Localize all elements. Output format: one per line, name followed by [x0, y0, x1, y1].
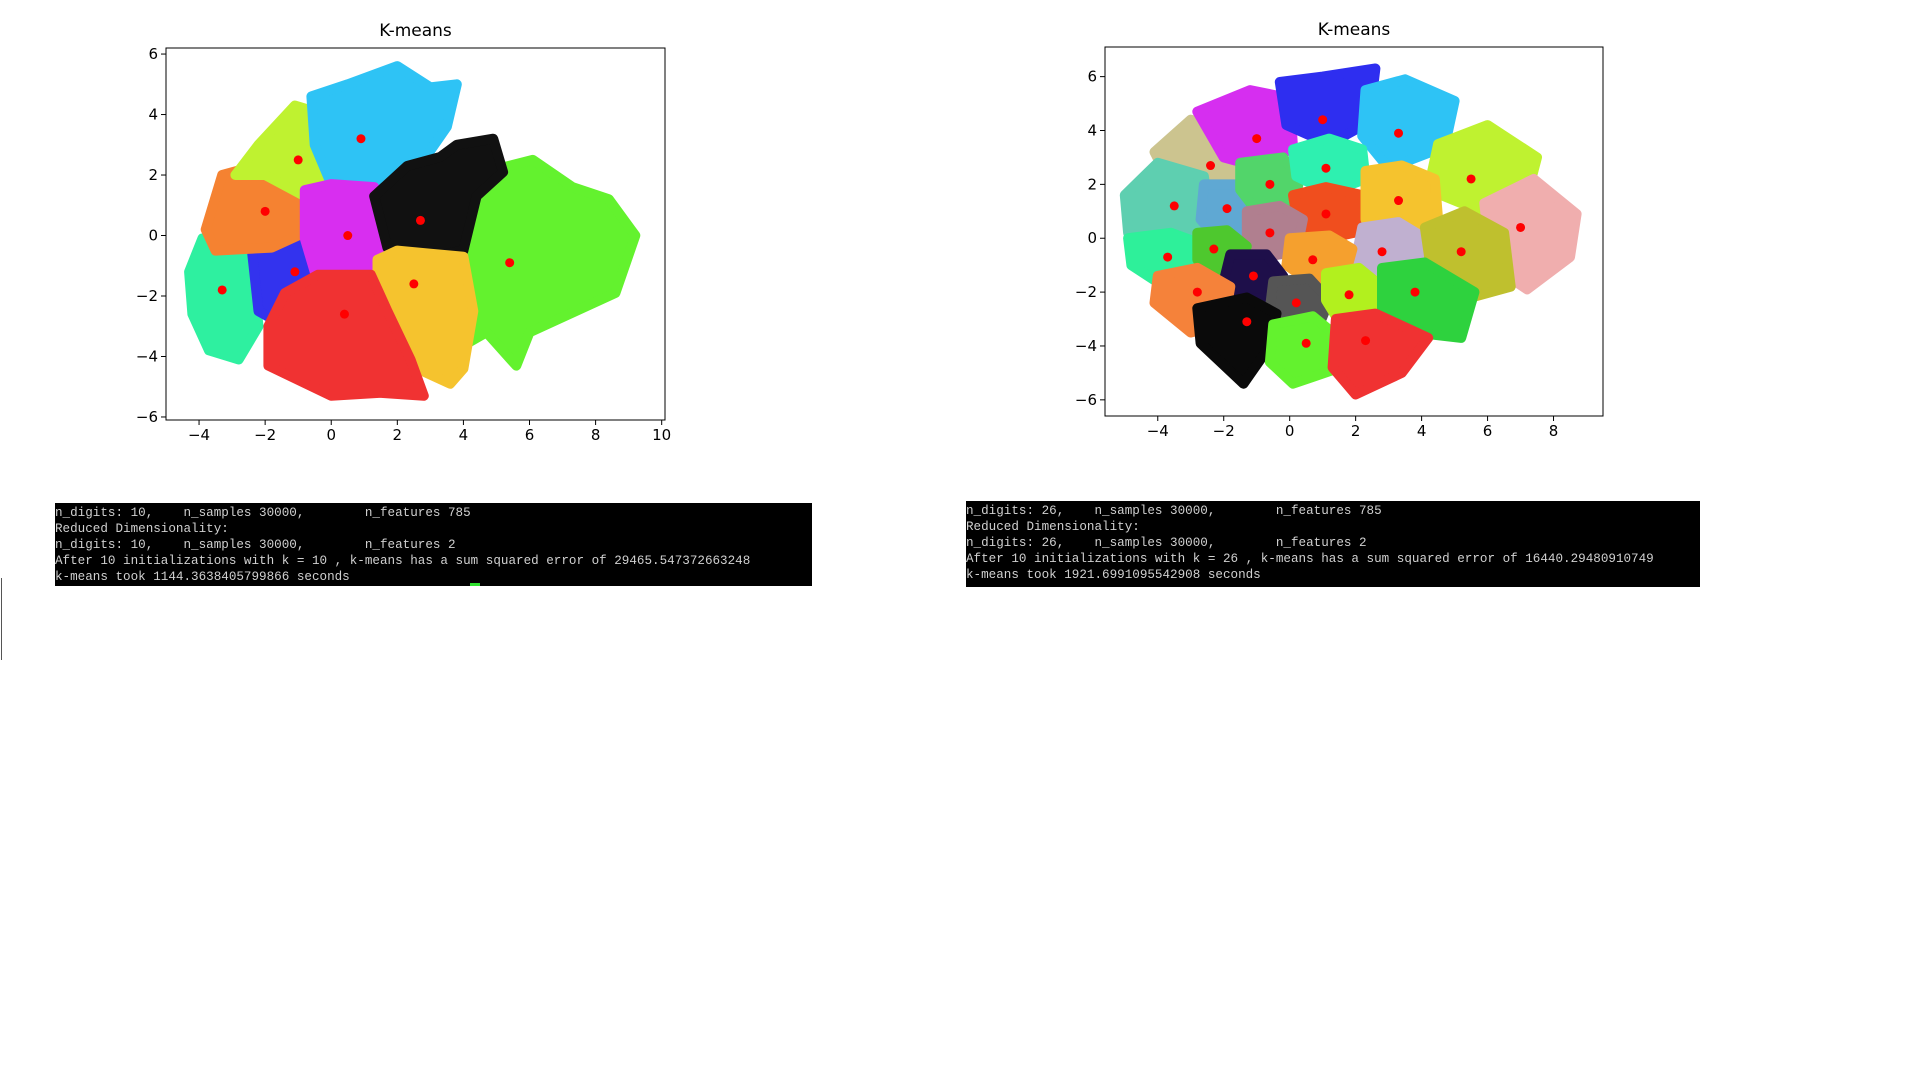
centroid	[1318, 115, 1328, 125]
axes-frame	[1104, 46, 1604, 417]
x-tick-label: −4	[188, 426, 210, 444]
x-tick-label: 6	[525, 426, 535, 444]
centroid	[1248, 271, 1258, 281]
centroid	[1206, 161, 1216, 171]
y-tick-label: 6	[148, 45, 158, 63]
centroid	[1321, 209, 1331, 219]
centroid	[1163, 252, 1173, 262]
x-tick-label: 2	[1351, 422, 1361, 440]
x-tick-label: 4	[459, 426, 469, 444]
centroid	[217, 285, 227, 295]
terminal-line: After 10 initializations with k = 10 , k…	[55, 554, 751, 568]
centroid	[415, 215, 425, 225]
window-edge	[1, 578, 2, 660]
centroid	[1265, 228, 1275, 238]
y-tick-label: −2	[1075, 283, 1097, 301]
x-tick-label: −4	[1147, 422, 1169, 440]
centroid	[356, 134, 366, 144]
y-tick-label: −4	[1075, 337, 1097, 355]
x-tick-label: 4	[1417, 422, 1427, 440]
cursor	[470, 583, 480, 586]
chart-title: K-means	[379, 21, 452, 41]
y-tick-label: −6	[1075, 391, 1097, 409]
chart-title: K-means	[1318, 20, 1391, 40]
plot: K-means −4 −2 0 2 4 6 8 10 −6 −4 −2 0 2 4 6	[136, 21, 671, 444]
terminal-line: Reduced Dimensionality:	[55, 522, 229, 536]
centroid	[1394, 128, 1404, 138]
centroid	[1265, 179, 1275, 189]
centroid	[1169, 201, 1179, 211]
terminal-line: After 10 initializations with k = 26 , k…	[966, 552, 1654, 566]
centroid	[1252, 134, 1262, 144]
x-tick-label: 8	[591, 426, 601, 444]
x-tick-label: 10	[652, 426, 671, 444]
terminal-output: n_digits: 26, n_samples 30000, n_feature…	[966, 501, 1700, 587]
centroid	[1377, 247, 1387, 257]
centroid	[1222, 204, 1232, 214]
cluster	[263, 269, 429, 401]
y-tick-label: 4	[1087, 121, 1097, 139]
centroid	[1466, 174, 1476, 184]
x-tick-label: 0	[326, 426, 336, 444]
x-tick-label: 8	[1549, 422, 1559, 440]
centroid	[505, 258, 515, 268]
centroid	[1242, 317, 1252, 327]
x-tick-label: −2	[254, 426, 276, 444]
terminal-line: n_digits: 10, n_samples 30000, n_feature…	[55, 538, 456, 552]
x-tick-label: 2	[393, 426, 403, 444]
centroid	[1410, 287, 1420, 297]
centroid	[1516, 222, 1526, 232]
centroid	[339, 309, 349, 319]
centroid	[1301, 338, 1311, 348]
cluster	[1264, 311, 1341, 389]
centroid	[1321, 163, 1331, 173]
centroid	[290, 267, 300, 277]
terminal-line: Reduced Dimensionality:	[966, 520, 1140, 534]
y-tick-label: 4	[148, 106, 158, 124]
centroid	[409, 279, 419, 289]
y-tick-label: 0	[1087, 229, 1097, 247]
y-tick-label: −2	[136, 287, 158, 305]
centroid	[1291, 298, 1301, 308]
centroid	[293, 155, 303, 165]
y-tick-label: 6	[1087, 68, 1097, 86]
terminal-line: n_digits: 10, n_samples 30000, n_feature…	[55, 506, 471, 520]
y-tick-label: 2	[148, 166, 158, 184]
cluster	[1327, 308, 1434, 400]
centroid	[260, 206, 270, 216]
centroid	[343, 231, 353, 241]
x-tick-label: 0	[1285, 422, 1295, 440]
plot: K-means −4 −2 0 2 4 6 8 −6 −4 −2 0 2 4 6	[1075, 20, 1604, 440]
terminal-line: n_digits: 26, n_samples 30000, n_feature…	[966, 536, 1367, 550]
y-tick-label: −6	[136, 408, 158, 426]
centroid	[1192, 287, 1202, 297]
terminal-line: k-means took 1144.3638405799866 seconds	[55, 570, 350, 584]
centroid	[1456, 247, 1466, 257]
centroid	[1394, 196, 1404, 206]
centroid	[1209, 244, 1219, 254]
terminal-output: n_digits: 10, n_samples 30000, n_feature…	[55, 503, 812, 586]
y-tick-label: 2	[1087, 175, 1097, 193]
centroid	[1344, 290, 1354, 300]
y-tick-label: −4	[136, 347, 158, 365]
terminal-line: k-means took 1921.6991095542908 seconds	[966, 568, 1261, 582]
axes-frame	[165, 47, 666, 421]
cluster	[1192, 292, 1282, 389]
x-tick-label: 6	[1483, 422, 1493, 440]
centroid	[1308, 255, 1318, 265]
y-tick-label: 0	[148, 227, 158, 245]
centroid	[1361, 336, 1371, 346]
terminal-line: n_digits: 26, n_samples 30000, n_feature…	[966, 504, 1382, 518]
x-tick-label: −2	[1213, 422, 1235, 440]
